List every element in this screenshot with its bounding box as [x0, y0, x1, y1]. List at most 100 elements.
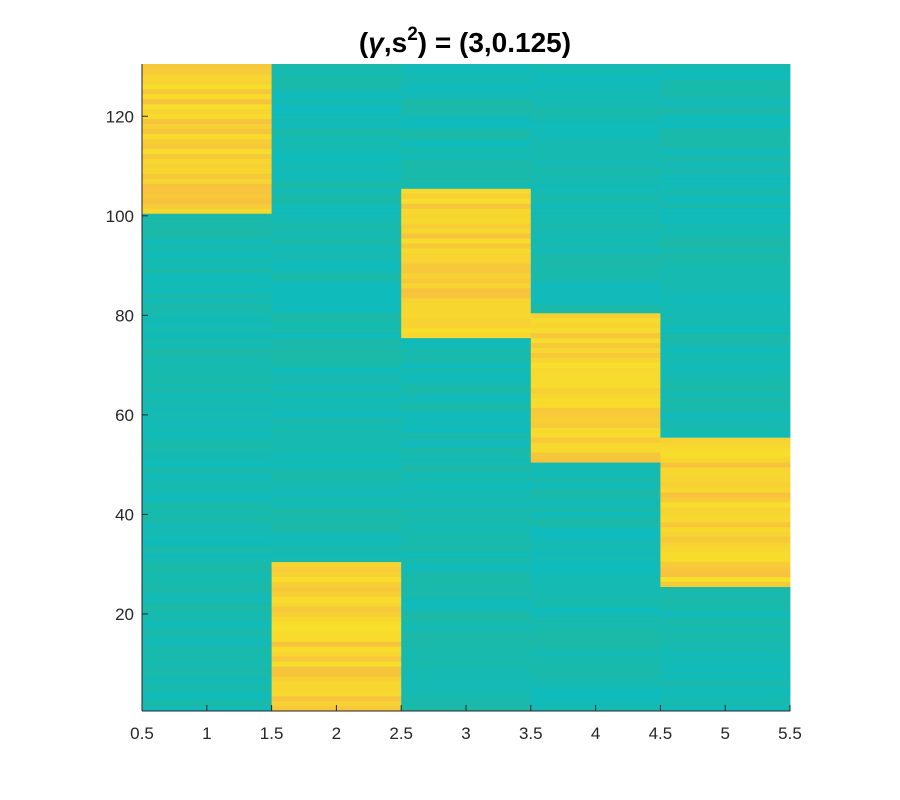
heatmap-cell — [271, 701, 402, 707]
heatmap-cell — [142, 103, 272, 110]
heatmap-cell — [271, 651, 402, 657]
heatmap-cell — [401, 327, 532, 334]
heatmap-cell — [401, 352, 532, 359]
heatmap-cell — [660, 511, 791, 518]
heatmap-cell — [142, 601, 272, 607]
heatmap-cell — [660, 108, 791, 115]
heatmap-cell — [271, 153, 402, 159]
heatmap-cell — [401, 347, 532, 354]
heatmap-cell — [401, 427, 532, 433]
heatmap-cell — [530, 263, 661, 269]
heatmap-cell — [660, 516, 791, 523]
heatmap-cell — [660, 701, 791, 707]
heatmap-cell — [271, 203, 402, 209]
heatmap-cell — [401, 68, 532, 75]
heatmap-cell — [271, 556, 402, 563]
heatmap-cell — [271, 666, 402, 672]
heatmap-cell — [530, 64, 661, 70]
heatmap-cell — [660, 362, 791, 368]
heatmap-cell — [530, 696, 661, 702]
heatmap-cell — [530, 327, 661, 334]
heatmap-cell — [660, 128, 791, 135]
heatmap-cell — [271, 88, 402, 95]
heatmap-cell — [660, 377, 791, 383]
heatmap-cell — [530, 516, 661, 523]
heatmap-cell — [530, 521, 661, 528]
heatmap-cell — [530, 626, 661, 632]
heatmap-cell — [271, 78, 402, 85]
heatmap-cell — [660, 83, 791, 90]
heatmap-cell — [660, 576, 791, 582]
heatmap-cell — [401, 696, 532, 702]
heatmap-cell — [142, 646, 272, 652]
heatmap-cell — [142, 297, 272, 304]
heatmap-cell — [660, 526, 791, 533]
heatmap-cell — [271, 198, 402, 204]
heatmap-cell — [271, 621, 402, 627]
heatmap-cell — [660, 646, 791, 652]
heatmap-cell — [660, 208, 791, 214]
heatmap-cell — [142, 228, 272, 234]
heatmap-cell — [142, 611, 272, 617]
heatmap-cell — [401, 601, 532, 607]
heatmap-cell — [271, 646, 402, 652]
heatmap-cell — [142, 472, 272, 478]
heatmap-cell — [271, 606, 402, 612]
heatmap-cell — [660, 143, 791, 150]
heatmap-cell — [271, 656, 402, 662]
heatmap-cell — [271, 631, 402, 637]
heatmap-cell — [401, 442, 532, 448]
heatmap-cell — [142, 322, 272, 329]
heatmap-cell — [142, 337, 272, 344]
heatmap-cell — [271, 352, 402, 359]
heatmap-cell — [530, 606, 661, 612]
heatmap-cell — [271, 487, 402, 493]
heatmap-cell — [271, 372, 402, 378]
heatmap-cell — [271, 611, 402, 617]
heatmap-cell — [530, 392, 661, 398]
heatmap-cell — [530, 372, 661, 378]
heatmap-cell — [530, 93, 661, 100]
heatmap-cell — [530, 98, 661, 105]
heatmap-cell — [401, 337, 532, 344]
heatmap-cell — [271, 73, 402, 80]
x-tick-label: 0.5 — [130, 724, 154, 743]
heatmap-cell — [530, 73, 661, 80]
heatmap-cell — [271, 581, 402, 587]
heatmap-cell — [660, 352, 791, 359]
heatmap-cell — [401, 621, 532, 627]
heatmap-cell — [142, 377, 272, 383]
heatmap-cell — [660, 68, 791, 75]
heatmap-cell — [142, 526, 272, 533]
heatmap-cell — [271, 268, 402, 274]
heatmap-cell — [660, 472, 791, 478]
heatmap-cell — [142, 317, 272, 324]
heatmap-cell — [401, 606, 532, 612]
heatmap-cell — [142, 307, 272, 314]
heatmap-cell — [401, 292, 532, 299]
heatmap-cell — [142, 452, 272, 458]
title-part-rest: ) = (3,0.125) — [418, 27, 571, 58]
heatmap-cell — [530, 342, 661, 349]
heatmap-cell — [530, 506, 661, 513]
heatmap-cell — [530, 223, 661, 229]
heatmap-cell — [401, 536, 532, 543]
heatmap-cell — [660, 302, 791, 309]
heatmap-cell — [401, 228, 532, 234]
heatmap-cell — [142, 168, 272, 174]
heatmap-cell — [530, 357, 661, 364]
heatmap-cell — [271, 492, 402, 498]
heatmap-cell — [660, 183, 791, 189]
heatmap-cell — [401, 317, 532, 324]
heatmap-cell — [660, 696, 791, 702]
heatmap-cell — [401, 263, 532, 269]
heatmap-cell — [530, 113, 661, 120]
heatmap-cell — [271, 462, 402, 468]
heatmap-cell — [401, 556, 532, 563]
heatmap-cell — [401, 417, 532, 423]
heatmap-cell — [142, 536, 272, 543]
heatmap-cell — [530, 332, 661, 339]
heatmap-cell — [401, 362, 532, 368]
heatmap-cell — [530, 302, 661, 309]
heatmap-cell — [271, 586, 402, 592]
